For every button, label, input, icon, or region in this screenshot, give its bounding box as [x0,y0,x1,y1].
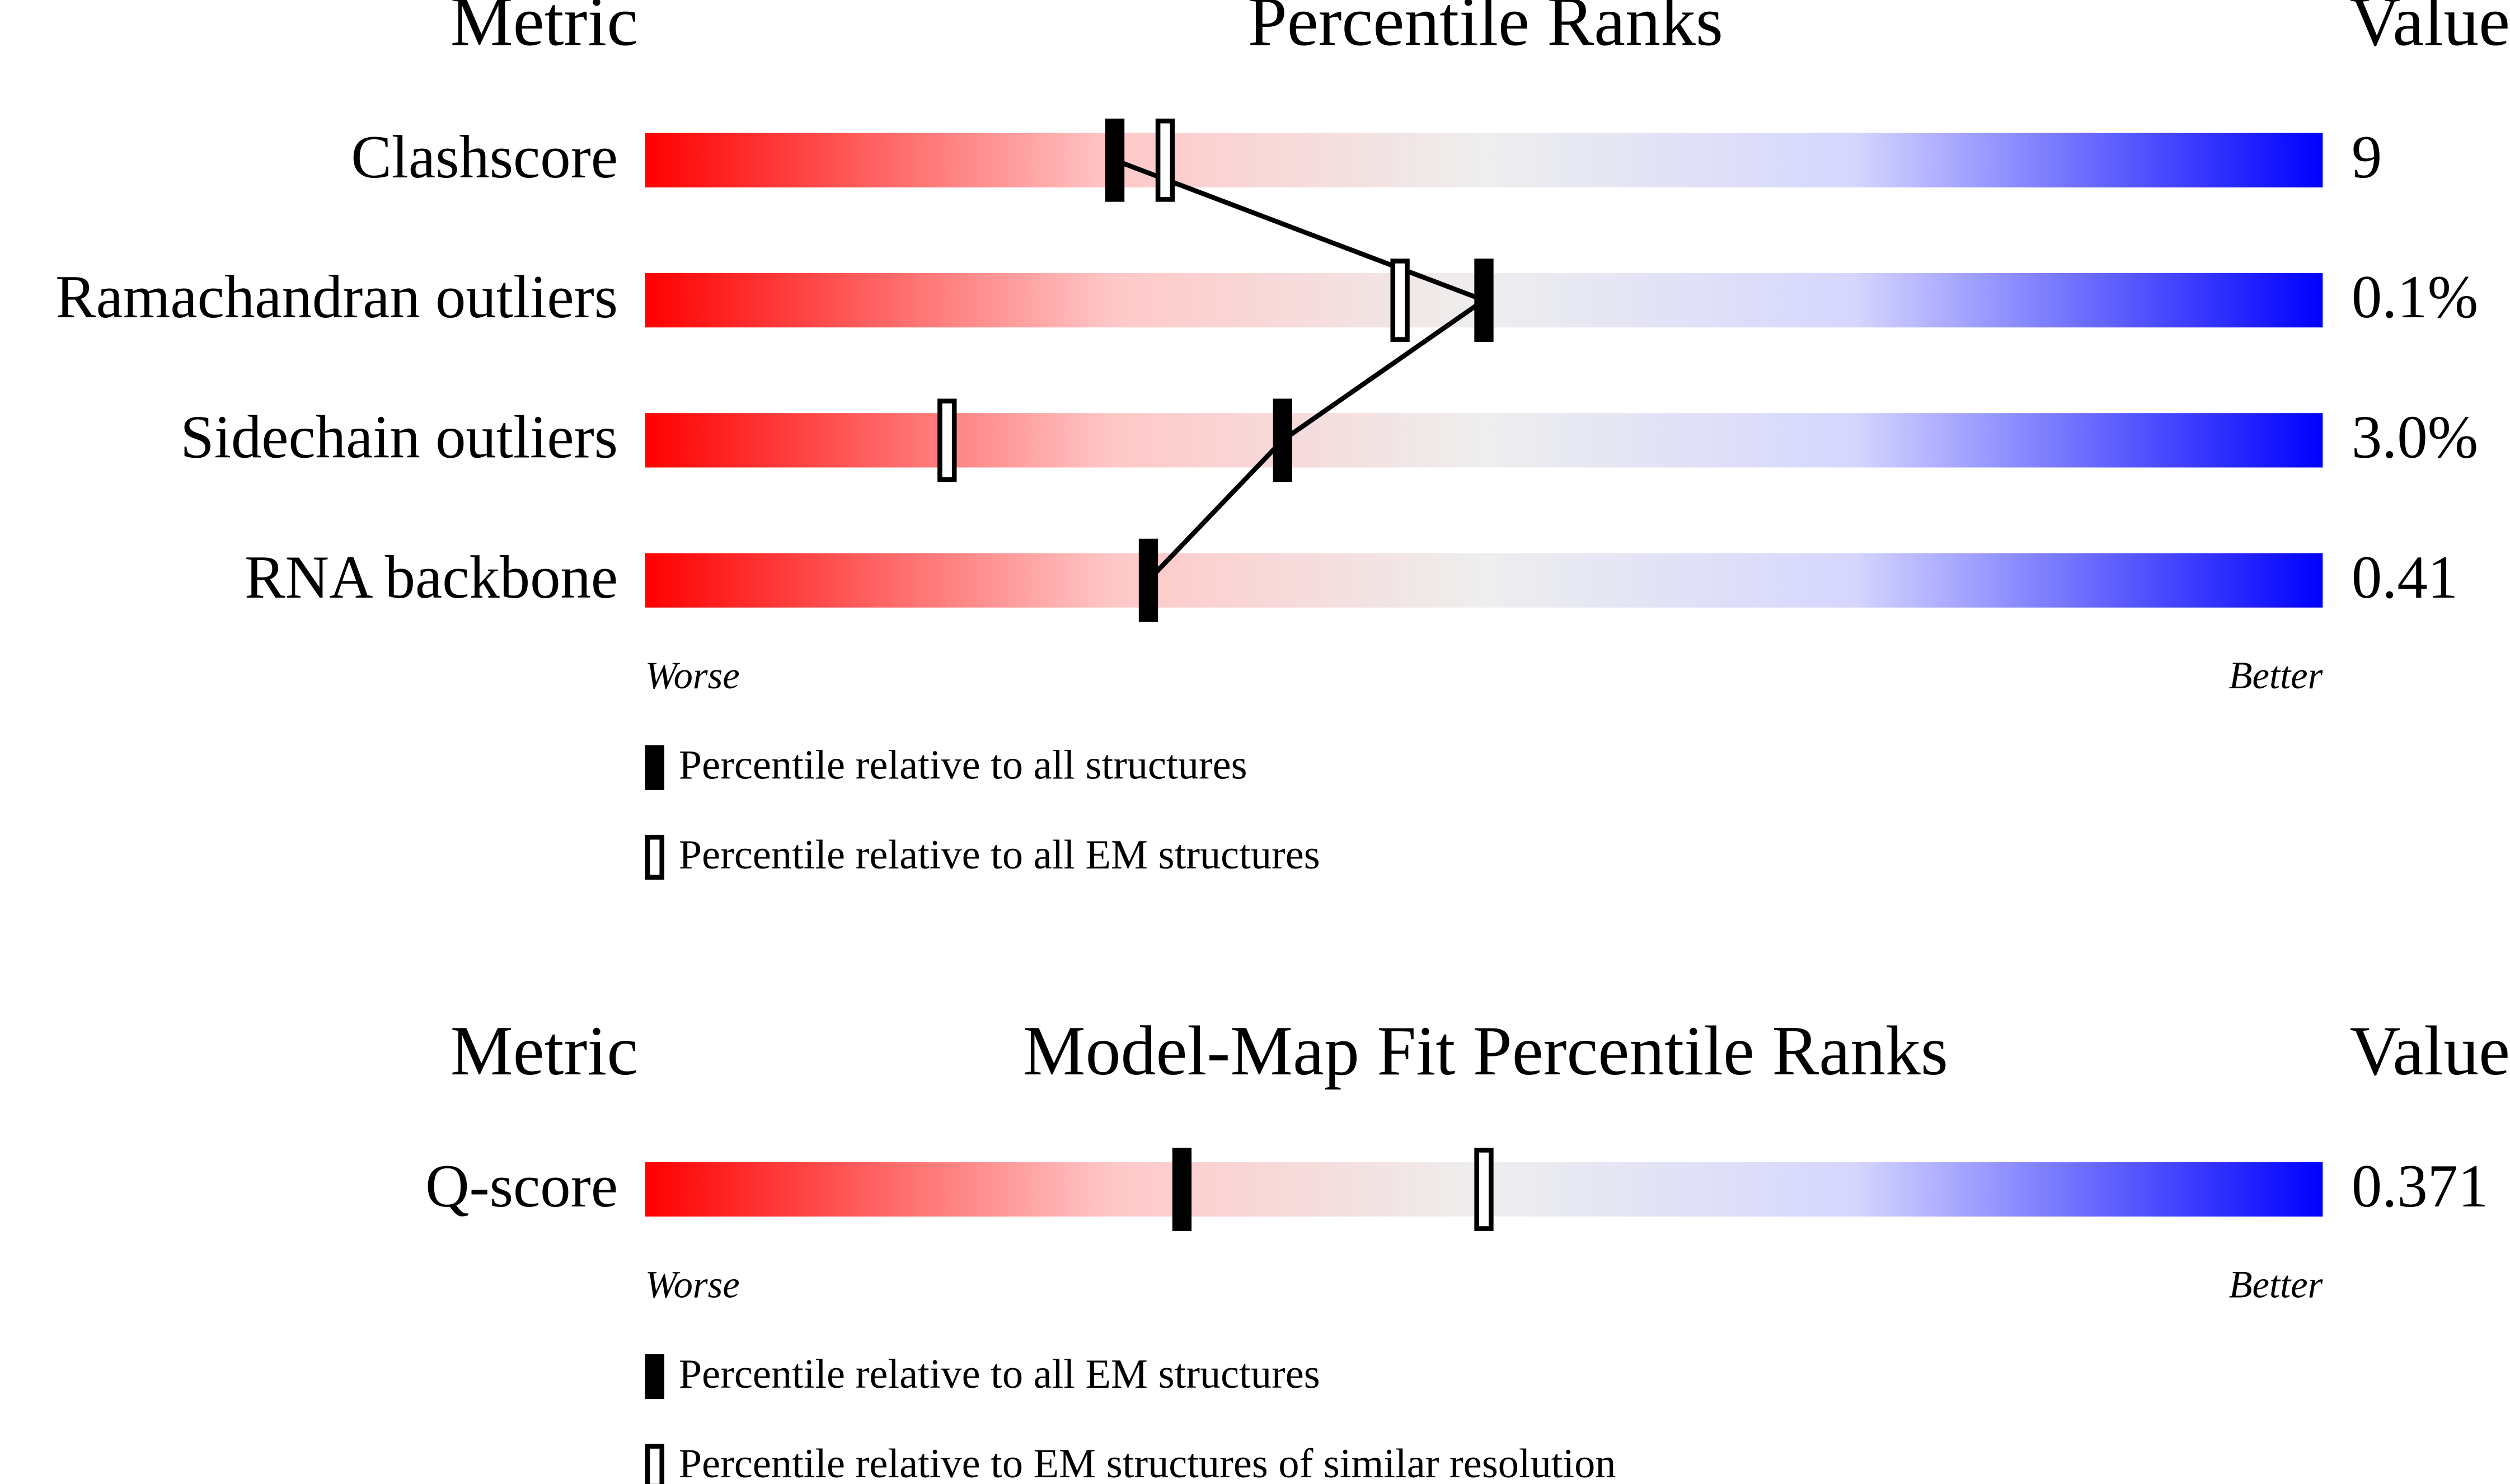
value-label: 0.371 [2352,1152,2489,1220]
metric-header: Metric [451,0,638,61]
chart-title: Percentile Ranks [1248,0,1723,61]
metric-label: Ramachandran outliers [55,263,618,331]
marker-open [1390,259,1410,342]
percentile-bar [645,413,2323,468]
legend-label: Percentile relative to all EM structures [679,832,1320,878]
value-label: 0.41 [2352,543,2458,611]
legend-swatch [645,834,665,880]
legend-swatch [645,1444,665,1484]
better-label: Better [2229,1264,2323,1306]
marker-filled [1138,538,1158,622]
legend-swatch [645,745,665,790]
marker-filled [1273,398,1292,482]
worse-label: Worse [645,654,740,697]
percentile-bar [645,553,2323,608]
metric-label: Sidechain outliers [180,403,618,471]
marker-filled [1172,1148,1192,1231]
marker-filled [1105,118,1125,202]
metric-header: Metric [451,1012,638,1090]
value-label: 0.1% [2352,263,2478,331]
metric-label: Q-score [425,1152,618,1220]
value-label: 3.0% [2352,403,2478,471]
value-label: 9 [2352,123,2382,191]
legend-label: Percentile relative to all EM structures [679,1351,1320,1397]
marker-open [1155,118,1175,202]
marker-open [1474,1148,1494,1231]
legend-label: Percentile relative to EM structures of … [679,1441,1616,1484]
metric-label: RNA backbone [245,543,618,611]
percentile-bar [645,133,2323,187]
legend-label: Percentile relative to all structures [679,743,1247,788]
chart-title: Model-Map Fit Percentile Ranks [1023,1012,1948,1090]
better-label: Better [2229,654,2323,697]
metric-label: Clashscore [351,123,618,191]
marker-filled [1474,259,1494,342]
value-header: Value [2349,1012,2510,1090]
marker-open [937,398,957,482]
value-header: Value [2349,0,2510,61]
worse-label: Worse [645,1264,740,1306]
connector-line [1114,158,1489,583]
legend-swatch [645,1354,665,1400]
